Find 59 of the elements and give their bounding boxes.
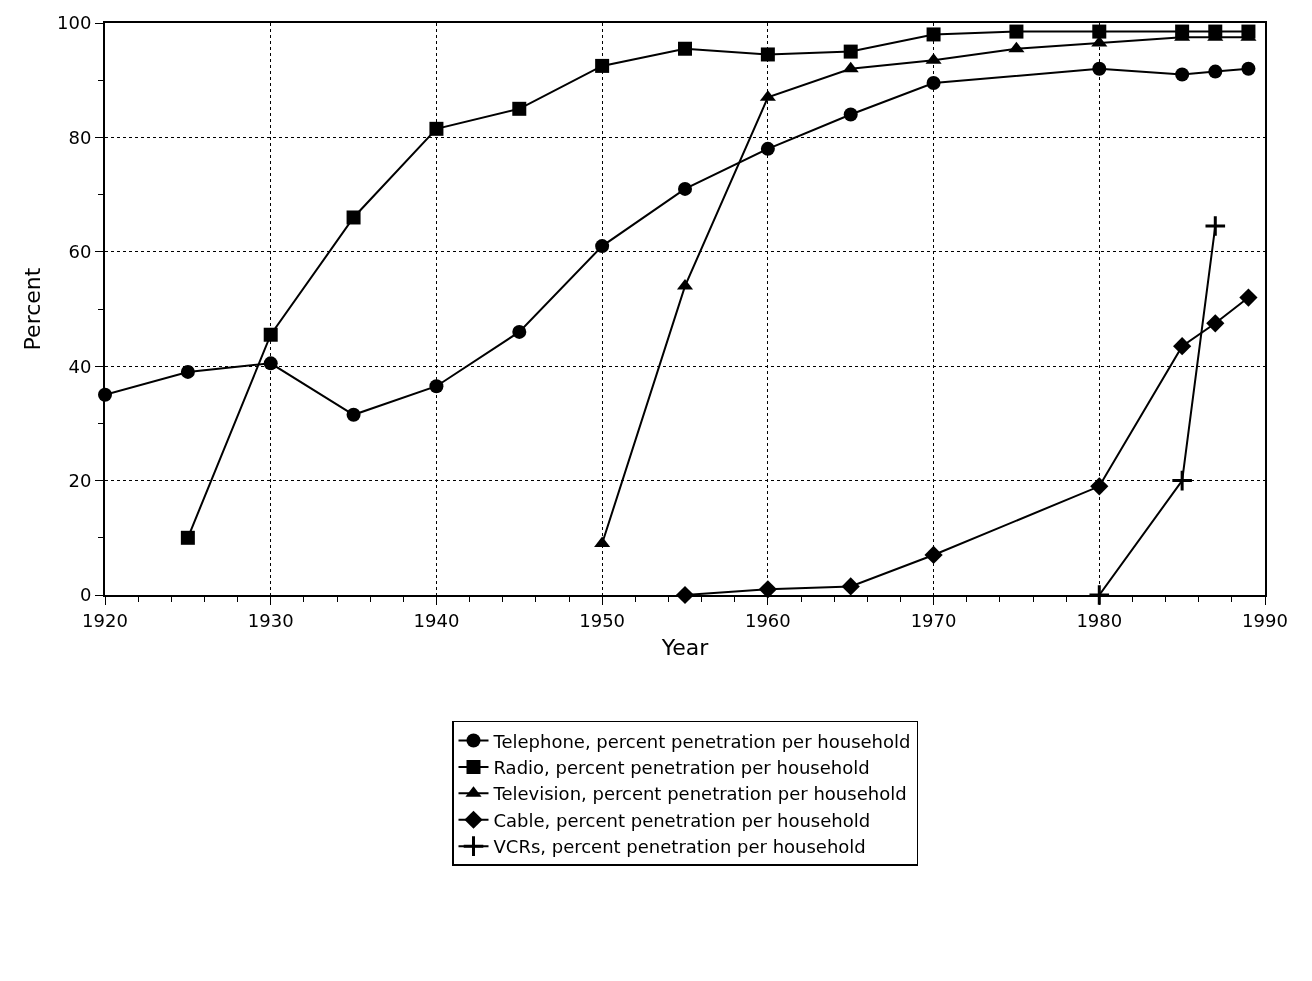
point bbox=[595, 58, 610, 73]
point bbox=[1170, 469, 1194, 492]
point bbox=[263, 327, 278, 342]
point bbox=[926, 76, 941, 91]
legend-label: Telephone, percent penetration per household bbox=[492, 730, 911, 752]
point bbox=[842, 61, 859, 73]
legend-label: VCRs, percent penetration per household bbox=[493, 836, 866, 858]
point bbox=[1175, 67, 1190, 82]
point bbox=[760, 141, 775, 156]
point bbox=[1239, 288, 1258, 307]
y-tick-label: 60 bbox=[68, 241, 92, 263]
point bbox=[1009, 24, 1024, 39]
point bbox=[346, 210, 361, 225]
x-tick-label: 1930 bbox=[247, 609, 294, 631]
point bbox=[924, 545, 943, 565]
point bbox=[843, 44, 858, 59]
x-tick-label: 1960 bbox=[744, 609, 791, 631]
point bbox=[1203, 214, 1227, 238]
point bbox=[594, 536, 611, 548]
x-axis-title: Year bbox=[660, 635, 710, 660]
x-tick-label: 1980 bbox=[1076, 609, 1123, 631]
y-tick-label: 0 bbox=[79, 584, 92, 606]
point bbox=[760, 47, 775, 62]
point bbox=[1092, 61, 1107, 76]
point bbox=[263, 356, 278, 371]
x-tick-label: 1970 bbox=[910, 609, 957, 631]
point bbox=[1173, 337, 1192, 356]
point bbox=[1092, 24, 1107, 39]
point bbox=[678, 41, 692, 56]
point bbox=[678, 181, 692, 196]
point bbox=[180, 364, 195, 379]
point bbox=[429, 121, 444, 136]
point bbox=[512, 324, 527, 339]
point bbox=[512, 101, 527, 116]
point bbox=[346, 407, 361, 422]
point bbox=[1208, 64, 1223, 79]
point bbox=[1206, 314, 1225, 333]
y-axis-title: Percent bbox=[20, 267, 46, 351]
legend-label: Cable, percent penetration per household bbox=[493, 809, 871, 831]
legend-label: Television, percent penetration per household bbox=[492, 783, 907, 805]
point bbox=[595, 239, 610, 254]
point bbox=[180, 530, 195, 545]
point bbox=[843, 107, 858, 122]
point bbox=[841, 577, 860, 596]
point bbox=[926, 27, 941, 42]
point bbox=[429, 379, 444, 394]
x-tick-label: 1990 bbox=[1242, 609, 1288, 631]
point bbox=[1008, 41, 1025, 53]
x-tick-label: 1940 bbox=[413, 609, 460, 631]
x-tick-label: 1950 bbox=[579, 609, 626, 631]
point bbox=[1241, 61, 1256, 76]
y-tick-label: 100 bbox=[57, 12, 92, 34]
y-tick-label: 80 bbox=[68, 126, 92, 148]
x-tick-label: 1920 bbox=[82, 609, 128, 631]
point bbox=[1087, 583, 1111, 607]
legend-label: Radio, percent penetration per household bbox=[493, 756, 870, 778]
y-tick-label: 40 bbox=[68, 355, 92, 377]
y-tick-label: 20 bbox=[68, 469, 92, 491]
point bbox=[1090, 477, 1109, 496]
